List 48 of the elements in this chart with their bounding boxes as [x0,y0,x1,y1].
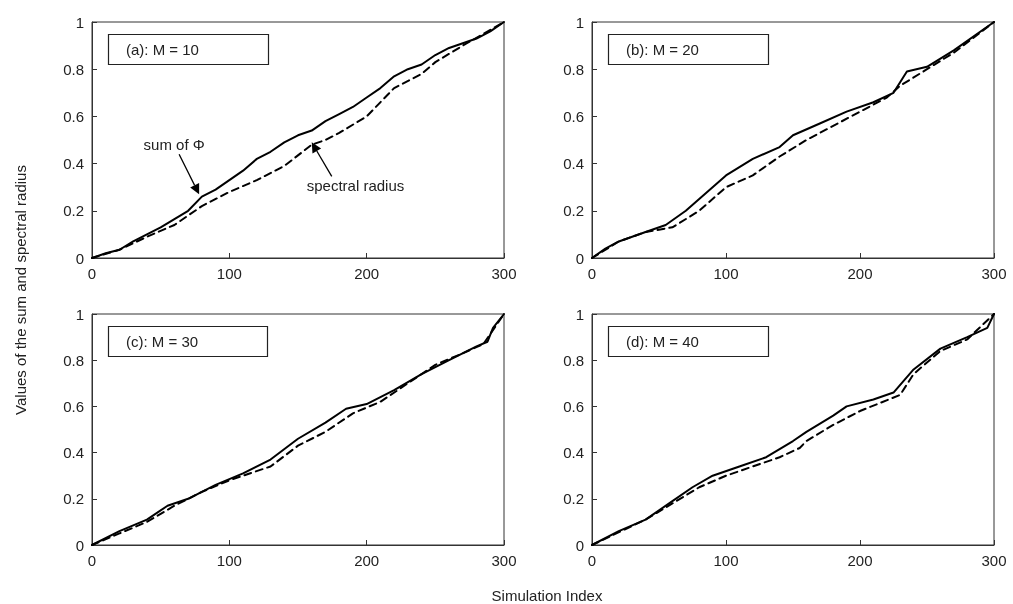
y-tick-label: 0.8 [563,60,584,78]
x-tick-label: 200 [847,265,873,282]
x-tick-label: 200 [354,552,380,569]
x-tick-label: 300 [491,265,517,282]
y-tick-label: 0.8 [563,351,584,369]
x-tick-label: 300 [981,265,1007,282]
y-tick-label: 0.8 [63,60,84,78]
y-tick-label: 1 [75,13,84,31]
y-tick-label: 0.6 [563,107,584,125]
y-tick-label: 0 [575,536,584,554]
y-tick-label: 1 [75,305,84,323]
x-tick-label: 0 [587,265,597,282]
x-tick-label: 100 [713,265,739,282]
y-tick-label: 0.2 [563,202,584,220]
y-tick-label: 0.4 [63,155,84,173]
y-tick-label: 0 [75,249,84,267]
x-tick-label: 100 [216,265,242,282]
y-tick-label: 0 [75,536,84,554]
y-tick-label: 0.2 [63,490,84,508]
y-tick-label: 1 [575,305,584,323]
annotation: sum of Φ [143,136,205,154]
annotation: spectral radius [306,177,405,195]
y-tick-label: 0.8 [63,351,84,369]
x-axis-title: Simulation Index [491,586,603,604]
x-tick-label: 200 [354,265,380,282]
y-tick-label: 0 [575,249,584,267]
y-tick-label: 0.6 [63,397,84,415]
text: (d): M = 40 [626,333,699,350]
y-tick-label: 0.6 [63,107,84,125]
y-tick-label: 0.6 [563,397,584,415]
y-tick-label: 0.4 [63,444,84,462]
x-tick-label: 0 [587,552,597,569]
y-tick-label: 0.2 [563,490,584,508]
y-axis-title: Values of the sum and spectral radius [11,165,29,415]
text: (b): M = 20 [626,41,699,58]
y-tick-label: 0.2 [63,202,84,220]
x-tick-label: 0 [87,265,97,282]
x-tick-label: 100 [713,552,739,569]
x-tick-label: 200 [847,552,873,569]
x-tick-label: 100 [216,552,242,569]
text: (c): M = 30 [126,333,199,350]
y-tick-label: 0.4 [563,155,584,173]
y-tick-label: 1 [575,13,584,31]
x-tick-label: 300 [981,552,1007,569]
y-tick-label: 0.4 [563,444,584,462]
x-tick-label: 300 [491,552,517,569]
text: (a): M = 10 [126,41,199,58]
x-tick-label: 0 [87,552,97,569]
